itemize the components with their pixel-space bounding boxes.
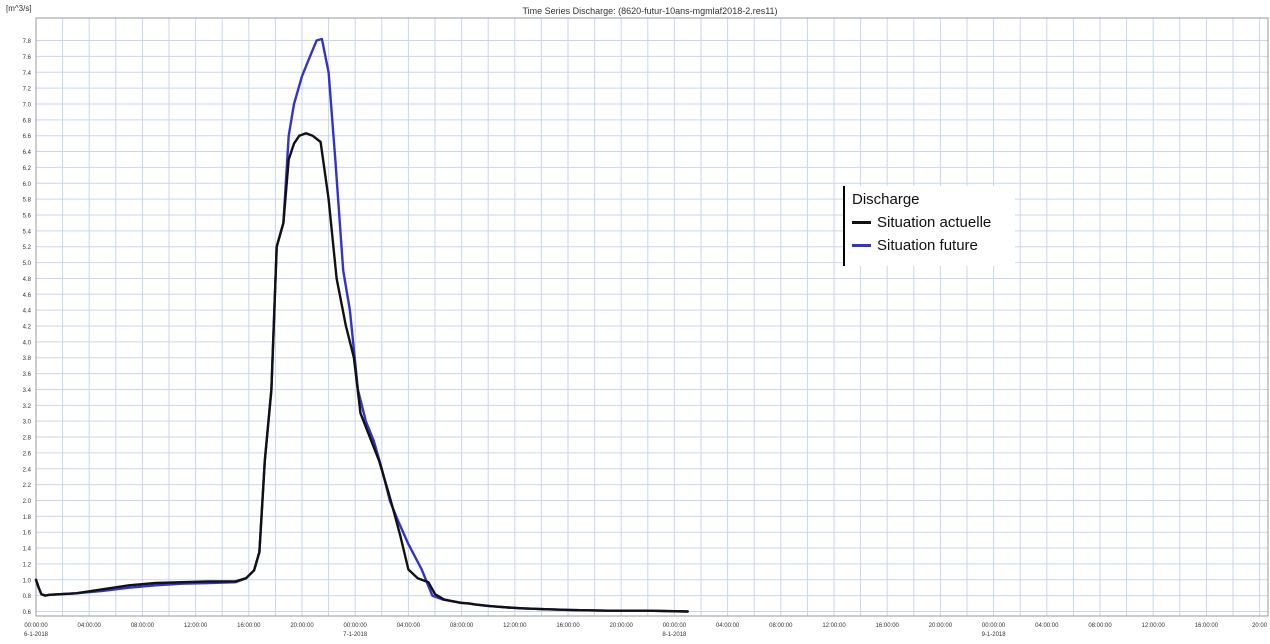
x-tick-label: 00:00:00 — [982, 623, 1006, 629]
x-tick-label: 00:00:00 — [24, 623, 48, 629]
x-tick-label: 12:00:00 — [184, 623, 208, 629]
y-tick-label: 1.8 — [23, 515, 32, 521]
x-tick-label: 16:00:00 — [876, 623, 900, 629]
x-tick-label: 04:00:00 — [397, 623, 421, 629]
y-tick-label: 2.2 — [23, 483, 32, 489]
x-tick-label: 20:00:00 — [290, 623, 314, 629]
y-tick-label: 1.2 — [23, 562, 32, 568]
x-tick-date-label: 6-1-2018 — [24, 632, 49, 638]
x-tick-label: 08:00:00 — [1088, 623, 1112, 629]
y-tick-label: 3.0 — [23, 420, 32, 426]
y-tick-label: 3.4 — [23, 388, 32, 394]
y-tick-label: 2.8 — [23, 436, 32, 442]
x-tick-label: 12:00:00 — [1142, 623, 1166, 629]
x-tick-label: 12:00:00 — [503, 623, 527, 629]
chart-title: Time Series Discharge: (8620-futur-10ans… — [522, 6, 777, 16]
y-tick-label: 5.6 — [23, 214, 32, 220]
plot-frame — [35, 17, 1269, 617]
y-tick-label: 0.8 — [23, 594, 32, 600]
y-tick-label: 6.4 — [23, 150, 32, 156]
x-tick-label: 20:00:00 — [610, 623, 634, 629]
x-tick-label: 20:00:00 — [929, 623, 953, 629]
y-axis-unit-label: [m^3/s] — [6, 4, 32, 13]
x-tick-label: 04:00:00 — [78, 623, 102, 629]
x-tick-label: 16:00:00 — [1195, 623, 1219, 629]
x-tick-label: 04:00:00 — [716, 623, 740, 629]
x-tick-label: 12:00:00 — [822, 623, 846, 629]
y-tick-label: 3.6 — [23, 372, 32, 378]
legend-label-situation-future: Situation future — [877, 237, 978, 254]
x-tick-date-label: 8-1-2018 — [662, 632, 687, 638]
y-tick-label: 4.4 — [23, 309, 32, 315]
x-tick-label: 16:00:00 — [556, 623, 580, 629]
y-tick-label: 0.6 — [23, 610, 32, 616]
series-line-situation-future — [34, 37, 689, 613]
y-tick-label: 5.8 — [23, 198, 32, 204]
series-line-situation-actuelle — [34, 132, 689, 613]
legend-swatch-situation-future — [852, 244, 871, 247]
y-tick-label: 3.8 — [23, 356, 32, 362]
grid-lines — [36, 18, 1268, 616]
y-tick-label: 4.2 — [23, 325, 32, 331]
x-tick-label: 00:00:00 — [344, 623, 368, 629]
y-tick-label: 5.0 — [23, 261, 32, 267]
y-tick-label: 4.8 — [23, 277, 32, 283]
y-tick-label: 7.0 — [23, 102, 32, 108]
y-tick-label: 6.2 — [23, 166, 32, 172]
y-tick-label: 6.6 — [23, 134, 32, 140]
y-tick-label: 1.6 — [23, 531, 32, 537]
x-tick-label: 16:00:00 — [237, 623, 261, 629]
legend: Discharge Situation actuelle Situation f… — [843, 186, 1015, 266]
legend-title: Discharge — [852, 191, 920, 208]
legend-item-situation-actuelle: Situation actuelle — [852, 214, 991, 231]
y-tick-label: 6.0 — [23, 182, 32, 188]
y-tick-label: 2.0 — [23, 499, 32, 505]
legend-item-situation-future: Situation future — [852, 237, 978, 254]
x-tick-label: 20:00 — [1252, 623, 1268, 629]
x-tick-label: 08:00:00 — [131, 623, 155, 629]
y-tick-label: 7.8 — [23, 39, 32, 45]
y-tick-label: 4.6 — [23, 293, 32, 299]
x-tick-label: 08:00:00 — [450, 623, 474, 629]
y-tick-label: 1.4 — [23, 547, 32, 553]
y-tick-label: 4.0 — [23, 340, 32, 346]
y-tick-label: 2.4 — [23, 467, 32, 473]
x-tick-date-label: 7-1-2018 — [343, 632, 368, 638]
y-axis-ticks: 0.6 0.8 1.0 1.2 1.4 1.6 1.8 2.0 2.2 2.4 2.6 2.8 3.0 3… — [23, 39, 32, 616]
x-tick-date-label: 9-1-2018 — [982, 632, 1007, 638]
y-tick-label: 5.4 — [23, 229, 32, 235]
x-tick-label: 00:00:00 — [663, 623, 687, 629]
y-tick-label: 3.2 — [23, 404, 32, 410]
y-tick-label: 6.8 — [23, 118, 32, 124]
y-tick-label: 2.6 — [23, 451, 32, 457]
x-axis-ticks: 00:00:00 6-1-2018 04:00:00 08:00:00 12:00:00… — [24, 623, 1268, 638]
x-tick-label: 04:00:00 — [1035, 623, 1059, 629]
y-tick-label: 5.2 — [23, 245, 32, 251]
y-tick-label: 1.0 — [23, 578, 32, 584]
legend-label-situation-actuelle: Situation actuelle — [877, 214, 992, 231]
series-lines — [34, 37, 689, 613]
y-tick-label: 7.4 — [23, 71, 32, 77]
legend-swatch-situation-actuelle — [852, 221, 871, 224]
y-tick-label: 7.2 — [23, 87, 32, 93]
y-tick-label: 7.6 — [23, 55, 32, 61]
x-tick-label: 08:00:00 — [769, 623, 793, 629]
